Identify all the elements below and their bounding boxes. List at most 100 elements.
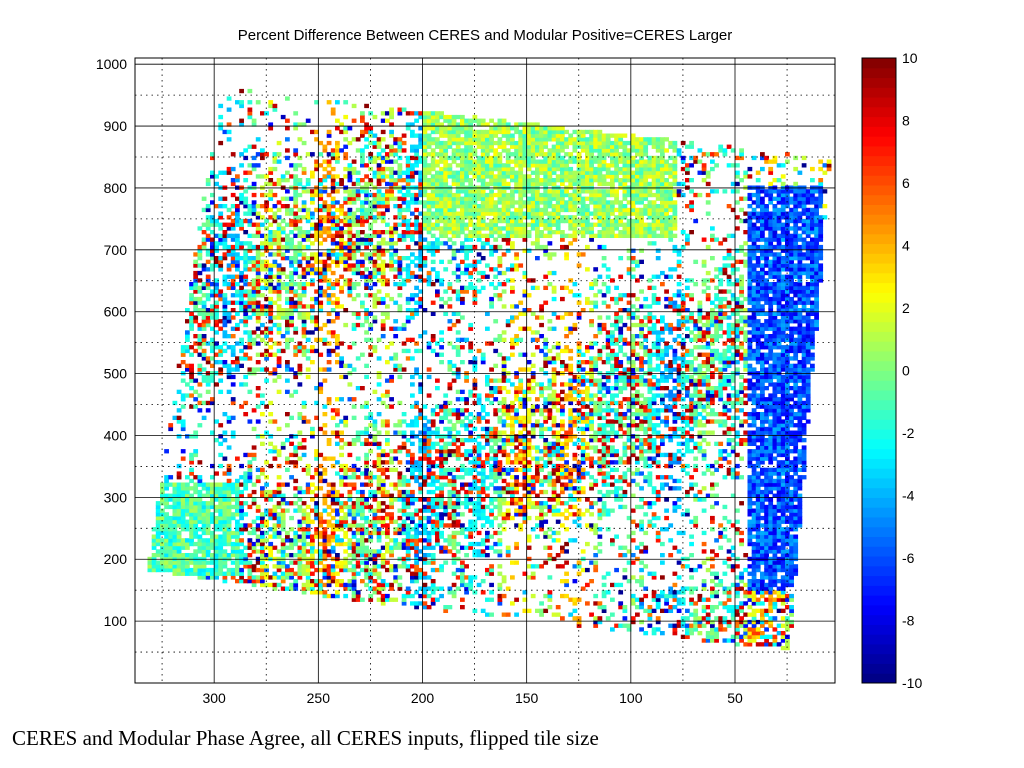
heatmap-cell [435,352,440,357]
heatmap-cell [355,541,361,547]
heatmap-cell [397,137,403,142]
heatmap-cell [472,148,478,153]
heatmap-cell [330,152,336,157]
heatmap-cell [447,122,453,127]
heatmap-cell [272,449,278,454]
heatmap-cell [414,308,419,313]
heatmap-cell [322,430,328,435]
heatmap-cell [176,553,182,558]
heatmap-cell [297,497,303,502]
heatmap-cell [251,426,257,432]
heatmap-cell [447,163,453,168]
heatmap-cell [180,397,186,402]
heatmap-cell [476,140,482,146]
heatmap-cell [430,489,436,495]
heatmap-cell [222,233,228,239]
heatmap-cell [364,144,369,149]
heatmap-cell [243,189,249,194]
heatmap-cell [430,192,436,198]
heatmap-cell [189,519,194,524]
heatmap-cell [480,204,486,209]
heatmap-cell [197,334,203,339]
heatmap-cell [464,122,469,127]
heatmap-cell [301,122,307,127]
heatmap-cell [251,330,257,335]
heatmap-cell [430,204,436,209]
heatmap-cell [272,508,278,513]
heatmap-cell [268,263,274,268]
heatmap-cell [226,567,232,573]
heatmap-cell [289,586,294,591]
heatmap-cell [355,489,361,495]
heatmap-cell [493,456,499,461]
heatmap-cell [239,293,244,298]
heatmap-cell [305,482,311,487]
heatmap-cell [385,567,390,573]
heatmap-cell [318,534,324,539]
heatmap-cell [451,211,457,216]
heatmap-cell [397,304,403,309]
heatmap-cell [439,189,444,194]
heatmap-cell [205,519,211,524]
heatmap-cell [239,549,244,554]
heatmap-cell [155,523,161,528]
heatmap-cell [364,527,369,532]
heatmap-cell [418,515,424,521]
heatmap-cell [451,412,457,417]
heatmap-cell [230,285,236,291]
heatmap-cell [480,159,486,164]
heatmap-cell [280,549,286,554]
heatmap-cell [364,282,369,287]
heatmap-cell [189,523,194,528]
heatmap-cell [485,159,490,164]
heatmap-cell [310,252,315,257]
heatmap-cell [276,252,282,257]
heatmap-cell [339,493,344,498]
heatmap-cell [380,270,386,276]
heatmap-cell [468,348,474,354]
heatmap-cell [422,538,428,543]
heatmap-cell [222,204,228,209]
heatmap-cell [297,181,303,187]
heatmap-cell [318,222,324,227]
heatmap-cell [293,493,299,498]
heatmap-cell [414,263,419,268]
heatmap-cell [210,504,215,510]
heatmap-cell [347,285,353,291]
heatmap-cell [239,122,244,127]
heatmap-cell [235,282,240,287]
heatmap-cell [326,489,332,495]
heatmap-cell [185,508,190,513]
heatmap-cell [205,274,211,279]
heatmap-cell [385,378,390,383]
heatmap-cell [293,282,299,287]
heatmap-cell [176,534,182,539]
heatmap-cell [155,512,161,517]
heatmap-cell [476,166,482,172]
heatmap-cell [318,304,324,309]
heatmap-cell [389,404,394,409]
heatmap-cell [451,489,457,495]
heatmap-cell [364,545,369,550]
heatmap-cell [464,482,469,487]
heatmap-cell [264,512,269,517]
heatmap-cell [464,374,469,380]
heatmap-cell [389,230,394,235]
heatmap-cell [501,118,507,123]
heatmap-cell [197,571,203,576]
heatmap-cell [201,267,207,272]
heatmap-cell [347,178,353,183]
heatmap-cell [418,170,424,175]
heatmap-cell [368,434,374,439]
heatmap-cell [239,308,244,313]
heatmap-cell [376,397,382,402]
heatmap-cell [310,267,315,272]
heatmap-cell [243,248,249,253]
heatmap-cell [447,430,453,435]
heatmap-cell [351,586,357,591]
heatmap-cell [205,541,211,547]
heatmap-cell [226,508,232,513]
heatmap-cell [172,400,178,406]
heatmap-cell [480,508,486,513]
heatmap-cell [480,140,486,146]
